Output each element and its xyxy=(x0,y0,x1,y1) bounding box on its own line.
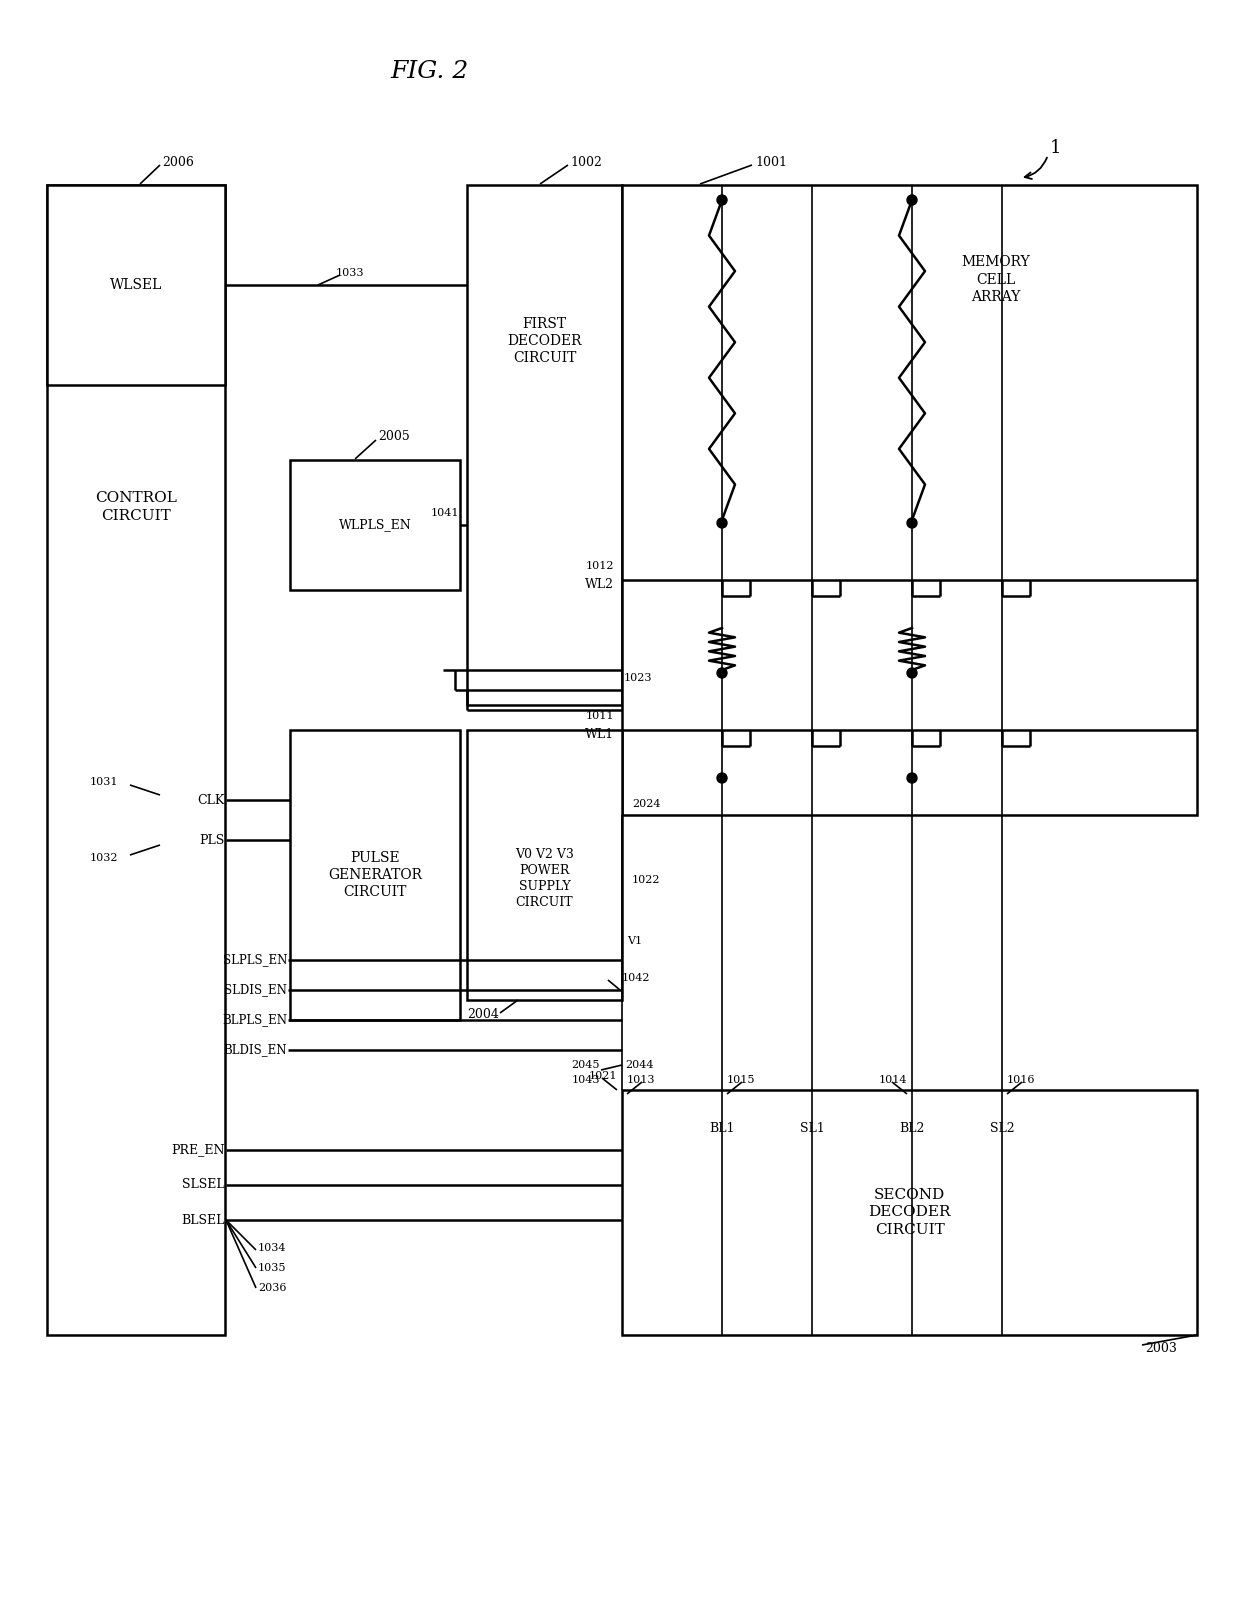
Bar xyxy=(290,730,460,1020)
Text: FIRST
DECODER
CIRCUIT: FIRST DECODER CIRCUIT xyxy=(507,316,582,366)
Bar xyxy=(290,460,460,590)
Circle shape xyxy=(906,518,918,528)
Text: 2006: 2006 xyxy=(162,156,193,168)
Text: MEMORY
CELL
ARRAY: MEMORY CELL ARRAY xyxy=(961,255,1030,303)
Text: V1: V1 xyxy=(627,935,642,946)
Text: SECOND
DECODER
CIRCUIT: SECOND DECODER CIRCUIT xyxy=(868,1189,951,1237)
Text: SL2: SL2 xyxy=(990,1121,1014,1134)
Text: BL1: BL1 xyxy=(709,1121,735,1134)
Circle shape xyxy=(717,518,727,528)
Bar xyxy=(47,184,224,385)
Circle shape xyxy=(906,773,918,783)
Text: BLPLS_EN: BLPLS_EN xyxy=(222,1014,286,1027)
Text: 2044: 2044 xyxy=(625,1060,653,1070)
Text: WLSEL: WLSEL xyxy=(110,277,162,292)
Text: 1013: 1013 xyxy=(627,1075,656,1084)
Text: 1032: 1032 xyxy=(91,853,119,863)
Text: 1001: 1001 xyxy=(755,156,787,168)
Text: FIG. 2: FIG. 2 xyxy=(391,61,469,83)
Text: 1015: 1015 xyxy=(727,1075,755,1084)
Text: 1002: 1002 xyxy=(570,156,601,168)
Text: 2024: 2024 xyxy=(632,799,661,810)
Text: 1043: 1043 xyxy=(572,1075,600,1084)
Circle shape xyxy=(717,667,727,678)
Text: 1012: 1012 xyxy=(585,561,614,571)
Circle shape xyxy=(717,196,727,205)
Bar xyxy=(467,184,622,706)
Circle shape xyxy=(906,196,918,205)
Text: 1: 1 xyxy=(1049,140,1060,157)
Text: 1014: 1014 xyxy=(878,1075,906,1084)
Text: 2036: 2036 xyxy=(258,1283,286,1293)
Text: 1035: 1035 xyxy=(258,1262,286,1274)
Text: CONTROL
CIRCUIT: CONTROL CIRCUIT xyxy=(95,491,177,523)
Text: BLDIS_EN: BLDIS_EN xyxy=(223,1044,286,1057)
Text: 1034: 1034 xyxy=(258,1243,286,1253)
Circle shape xyxy=(717,773,727,783)
Bar xyxy=(622,184,1197,815)
Text: WLPLS_EN: WLPLS_EN xyxy=(339,518,412,531)
Text: 1022: 1022 xyxy=(632,876,661,885)
Text: 1041: 1041 xyxy=(430,508,459,518)
Bar xyxy=(467,730,622,999)
Text: PRE_EN: PRE_EN xyxy=(171,1144,224,1156)
Text: SL1: SL1 xyxy=(800,1121,825,1134)
FancyArrowPatch shape xyxy=(1024,157,1047,180)
Text: 1042: 1042 xyxy=(622,974,651,983)
Text: 2003: 2003 xyxy=(1145,1341,1177,1354)
Text: WL2: WL2 xyxy=(585,579,614,592)
Text: 2045: 2045 xyxy=(572,1060,600,1070)
Text: 1031: 1031 xyxy=(91,776,119,788)
Text: 2004: 2004 xyxy=(467,1009,498,1022)
Text: 1016: 1016 xyxy=(1007,1075,1035,1084)
Text: 2005: 2005 xyxy=(378,430,409,443)
Text: BL2: BL2 xyxy=(899,1121,925,1134)
Text: 1023: 1023 xyxy=(624,674,652,683)
Text: 1021: 1021 xyxy=(589,1071,618,1081)
Bar xyxy=(622,1091,1197,1335)
Text: 1033: 1033 xyxy=(336,268,365,277)
Text: PULSE
GENERATOR
CIRCUIT: PULSE GENERATOR CIRCUIT xyxy=(329,850,422,900)
Text: V0 V2 V3
POWER
SUPPLY
CIRCUIT: V0 V2 V3 POWER SUPPLY CIRCUIT xyxy=(515,849,574,909)
Text: SLSEL: SLSEL xyxy=(182,1179,224,1192)
Text: SLDIS_EN: SLDIS_EN xyxy=(224,983,286,996)
Text: SLPLS_EN: SLPLS_EN xyxy=(223,953,286,967)
Text: 1011: 1011 xyxy=(585,711,614,722)
Text: WL1: WL1 xyxy=(585,728,614,741)
Text: BLSEL: BLSEL xyxy=(181,1214,224,1227)
Bar xyxy=(47,184,224,1335)
Text: CLK: CLK xyxy=(197,794,224,807)
Circle shape xyxy=(906,667,918,678)
Text: PLS: PLS xyxy=(200,834,224,847)
